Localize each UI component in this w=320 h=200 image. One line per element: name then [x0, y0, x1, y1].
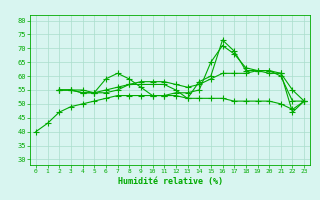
X-axis label: Humidité relative (%): Humidité relative (%): [117, 177, 222, 186]
